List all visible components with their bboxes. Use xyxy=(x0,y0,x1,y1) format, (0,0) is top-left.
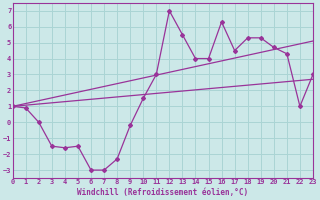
X-axis label: Windchill (Refroidissement éolien,°C): Windchill (Refroidissement éolien,°C) xyxy=(77,188,248,197)
